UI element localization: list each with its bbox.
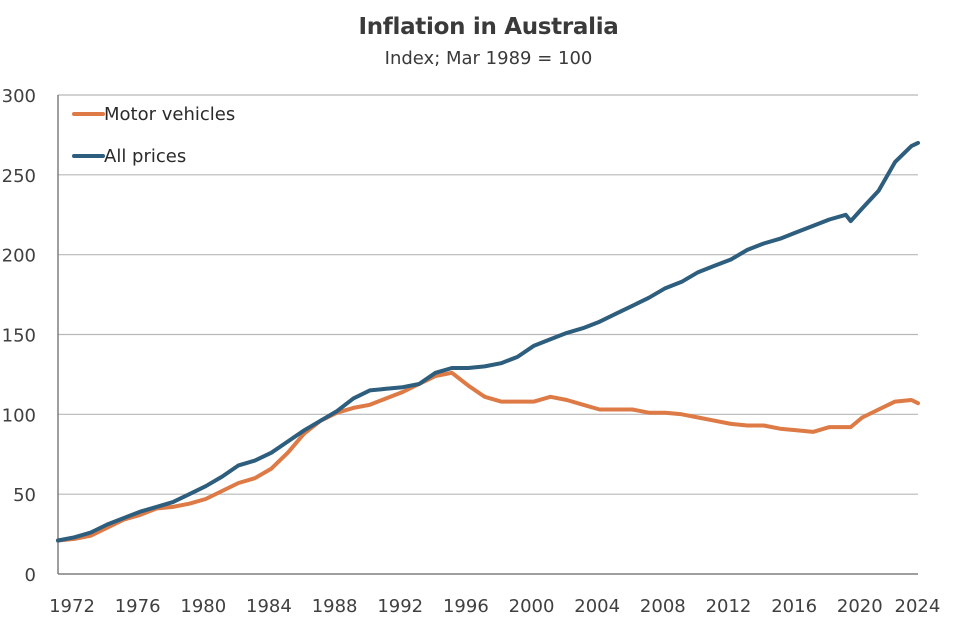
x-tick-label: 1984 [246,596,292,617]
y-tick-label: 150 [2,326,36,347]
legend-label: All prices [104,146,186,167]
axes [57,95,918,575]
legend: Motor vehicles All prices [72,104,235,167]
series-line-motor-vehicles [56,370,920,543]
legend-label: Motor vehicles [104,104,235,125]
y-tick-label: 300 [2,86,36,107]
x-tick-label: 2008 [640,596,686,617]
x-tick-label: 2024 [895,596,941,617]
y-tick-label: 50 [13,485,36,506]
chart-subtitle: Index; Mar 1989 = 100 [384,48,593,69]
series-line-all-prices [56,140,920,543]
x-axis-ticks: 1972 1976 1980 1984 1988 1992 1996 2000 2004 2008… [49,596,940,617]
chart-title: Inflation in Australia [358,14,619,40]
series-lines [56,140,920,543]
x-tick-label: 1980 [180,596,226,617]
x-tick-label: 1972 [49,596,95,617]
x-tick-label: 1992 [377,596,423,617]
gridlines [58,94,918,495]
y-tick-label: 0 [25,565,36,586]
y-tick-label: 100 [2,405,36,426]
x-tick-label: 2020 [837,596,883,617]
x-tick-label: 2012 [706,596,752,617]
legend-item-all-prices: All prices [72,146,186,167]
y-axis-ticks: 0 50 100 150 200 250 300 [2,86,36,586]
x-tick-label: 2000 [509,596,555,617]
x-tick-label: 1996 [443,596,489,617]
x-tick-label: 2004 [574,596,620,617]
x-tick-label: 1988 [312,596,358,617]
y-tick-label: 250 [2,166,36,187]
y-tick-label: 200 [2,246,36,267]
x-tick-label: 2016 [771,596,817,617]
x-tick-label: 1976 [115,596,161,617]
legend-item-motor-vehicles: Motor vehicles [72,104,235,125]
